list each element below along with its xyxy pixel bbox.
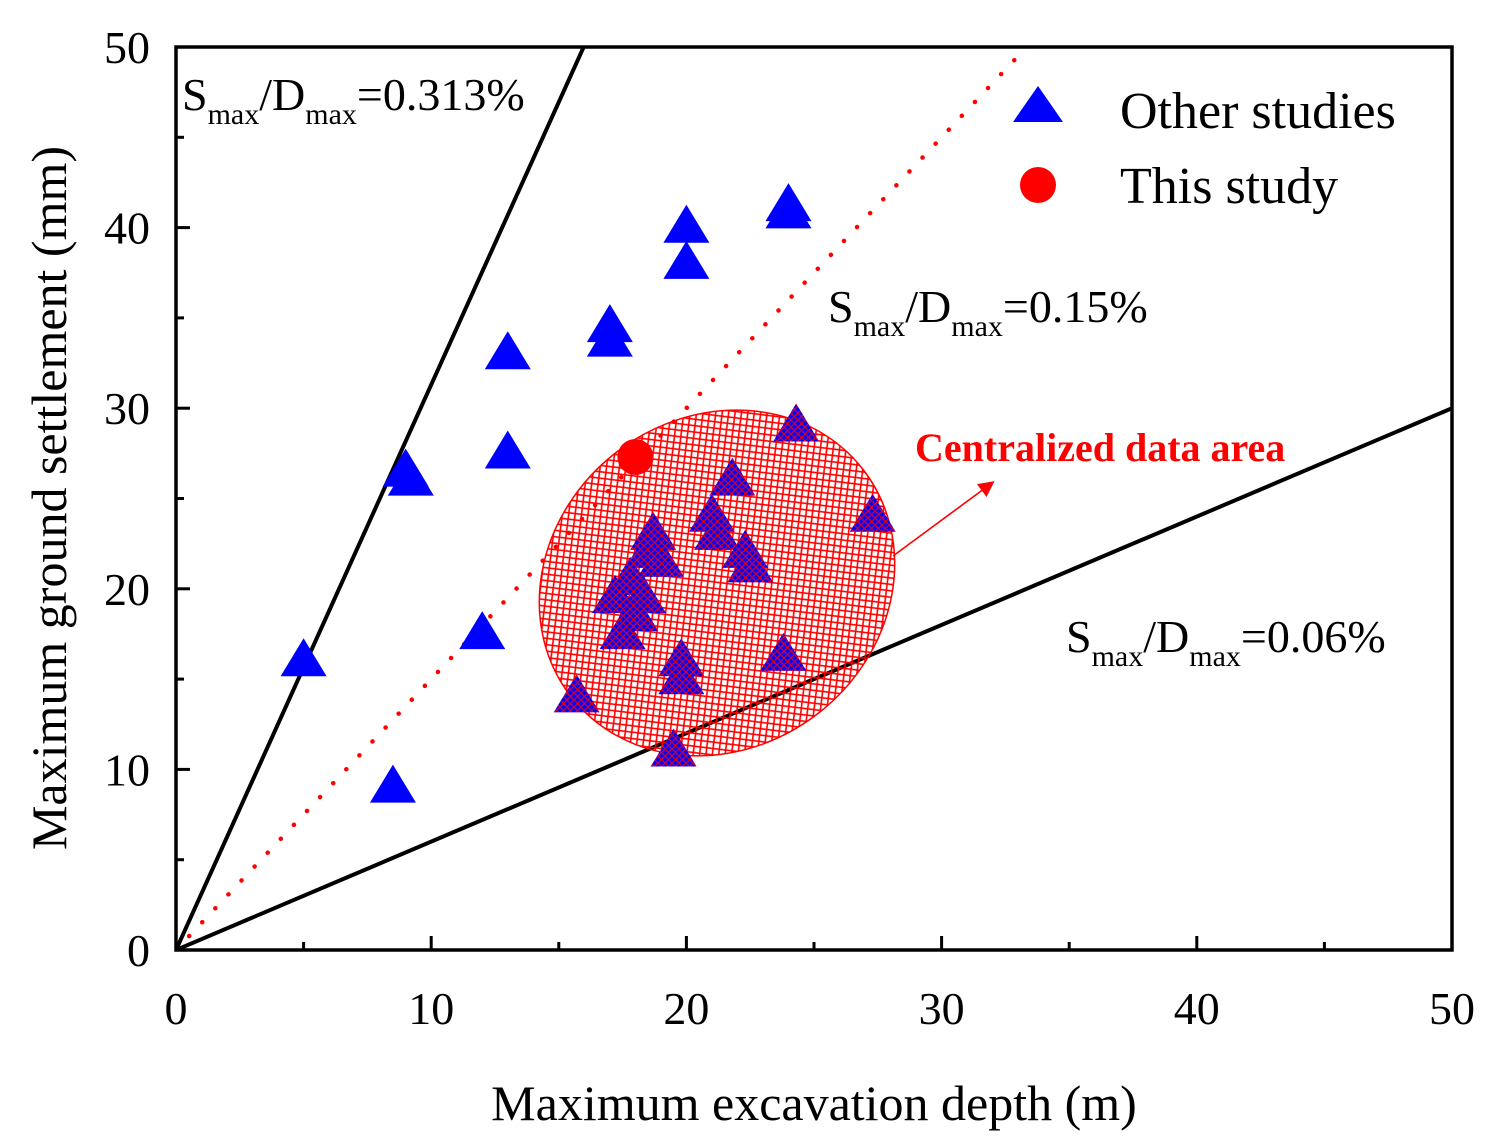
y-tick-label: 40: [104, 203, 150, 254]
point-other-studies: [663, 240, 710, 279]
centralized-data-ellipse: [538, 409, 896, 757]
point-other-studies: [663, 204, 710, 243]
point-other-studies: [387, 457, 434, 496]
point-other-studies: [484, 430, 531, 469]
y-tick-label: 20: [104, 564, 150, 615]
legend-label-other-studies: Other studies: [1120, 83, 1396, 140]
x-axis-title: Maximum excavation depth (m): [491, 1075, 1137, 1131]
legend-circle-marker: [1020, 167, 1056, 203]
ratio-label-0313: Smax/Dmax=0.313%: [182, 69, 525, 131]
point-other-studies: [688, 493, 735, 532]
point-other-studies: [694, 511, 741, 550]
point-other-studies: [586, 318, 633, 357]
tick-labels: 0 10 20 30 40 50 0 10 20 30 40 50: [104, 22, 1475, 1034]
point-other-studies: [553, 674, 600, 713]
legend-triangle-marker: [1013, 86, 1063, 122]
x-tick-label: 30: [919, 983, 965, 1034]
y-tick-label: 30: [104, 383, 150, 434]
x-tick-label: 40: [1174, 983, 1220, 1034]
point-other-studies: [620, 575, 667, 614]
point-other-studies: [658, 656, 705, 695]
centralized-data-area: Centralized data area: [538, 409, 1285, 757]
point-other-studies: [459, 611, 506, 650]
legend: Other studies This study: [1013, 83, 1396, 215]
point-other-studies: [709, 457, 756, 496]
centralized-data-arrow: [892, 481, 995, 557]
point-other-studies: [630, 511, 677, 550]
y-tick-label: 50: [104, 22, 150, 73]
data-points: [280, 183, 896, 803]
point-other-studies: [637, 538, 684, 577]
ratio-label-006: Smax/Dmax=0.06%: [1066, 611, 1386, 673]
point-other-studies: [280, 638, 327, 677]
point-other-studies: [484, 331, 531, 370]
legend-label-this-study: This study: [1120, 158, 1338, 215]
x-tick-label: 50: [1429, 983, 1475, 1034]
x-tick-label: 20: [663, 983, 709, 1034]
point-other-studies: [650, 728, 697, 767]
point-other-studies: [849, 493, 896, 532]
point-other-studies: [727, 544, 774, 583]
point-other-studies: [773, 403, 820, 442]
axis-ticks: [174, 45, 1454, 952]
y-axis-title: Maximum ground settlement (mm): [21, 146, 77, 850]
ratio-label-015: Smax/Dmax=0.15%: [828, 281, 1148, 343]
centralized-data-label: Centralized data area: [915, 425, 1285, 470]
point-other-studies: [369, 764, 416, 803]
point-other-studies: [765, 190, 812, 229]
point-other-studies: [760, 632, 807, 671]
y-tick-label: 10: [104, 744, 150, 795]
x-tick-label: 10: [408, 983, 454, 1034]
x-tick-label: 0: [165, 983, 188, 1034]
y-tick-label: 0: [127, 925, 150, 976]
point-this-study: [617, 438, 654, 475]
